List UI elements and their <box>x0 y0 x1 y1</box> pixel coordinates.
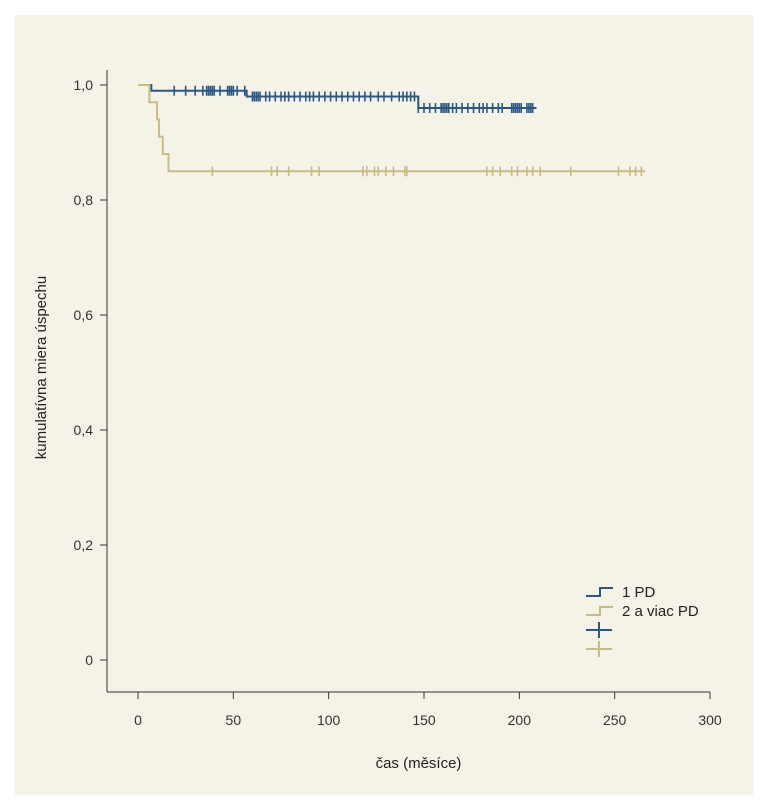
x-axis-title: čas (měsíce) <box>376 755 462 772</box>
chart-panel <box>15 15 753 795</box>
axes: 0 50 100 150 200 250 300 0 0,2 0,4 0,6 0,8 1,0 <box>74 70 722 728</box>
y-tick-label: 0,2 <box>74 537 94 553</box>
x-tick-label: 150 <box>412 712 436 728</box>
series-2 <box>138 84 646 177</box>
y-tick-label: 1,0 <box>74 77 94 93</box>
series-line <box>138 84 537 109</box>
y-tick-label: 0,4 <box>74 422 94 438</box>
x-tick-label: 0 <box>134 712 142 728</box>
legend-label: 1 PD <box>622 584 656 601</box>
x-tick-label: 100 <box>317 712 341 728</box>
series-line <box>138 84 646 173</box>
y-tick-label: 0,8 <box>74 192 94 208</box>
y-tick-label: 0 <box>85 652 93 668</box>
x-tick-label: 200 <box>508 712 532 728</box>
x-tick-label: 300 <box>698 712 722 728</box>
legend-line-swatch <box>586 606 613 616</box>
legend-label: 2 a viac PD <box>622 603 699 620</box>
x-tick-label: 50 <box>226 712 242 728</box>
legend-line-swatch <box>586 587 613 597</box>
series-1 <box>138 84 537 113</box>
curves <box>138 84 646 177</box>
legend: 1 PD 2 a viac PD <box>586 584 699 657</box>
y-axis-title: kumulatívna miera úspechu <box>33 276 50 459</box>
x-tick-label: 250 <box>603 712 627 728</box>
y-tick-label: 0,6 <box>74 307 94 323</box>
